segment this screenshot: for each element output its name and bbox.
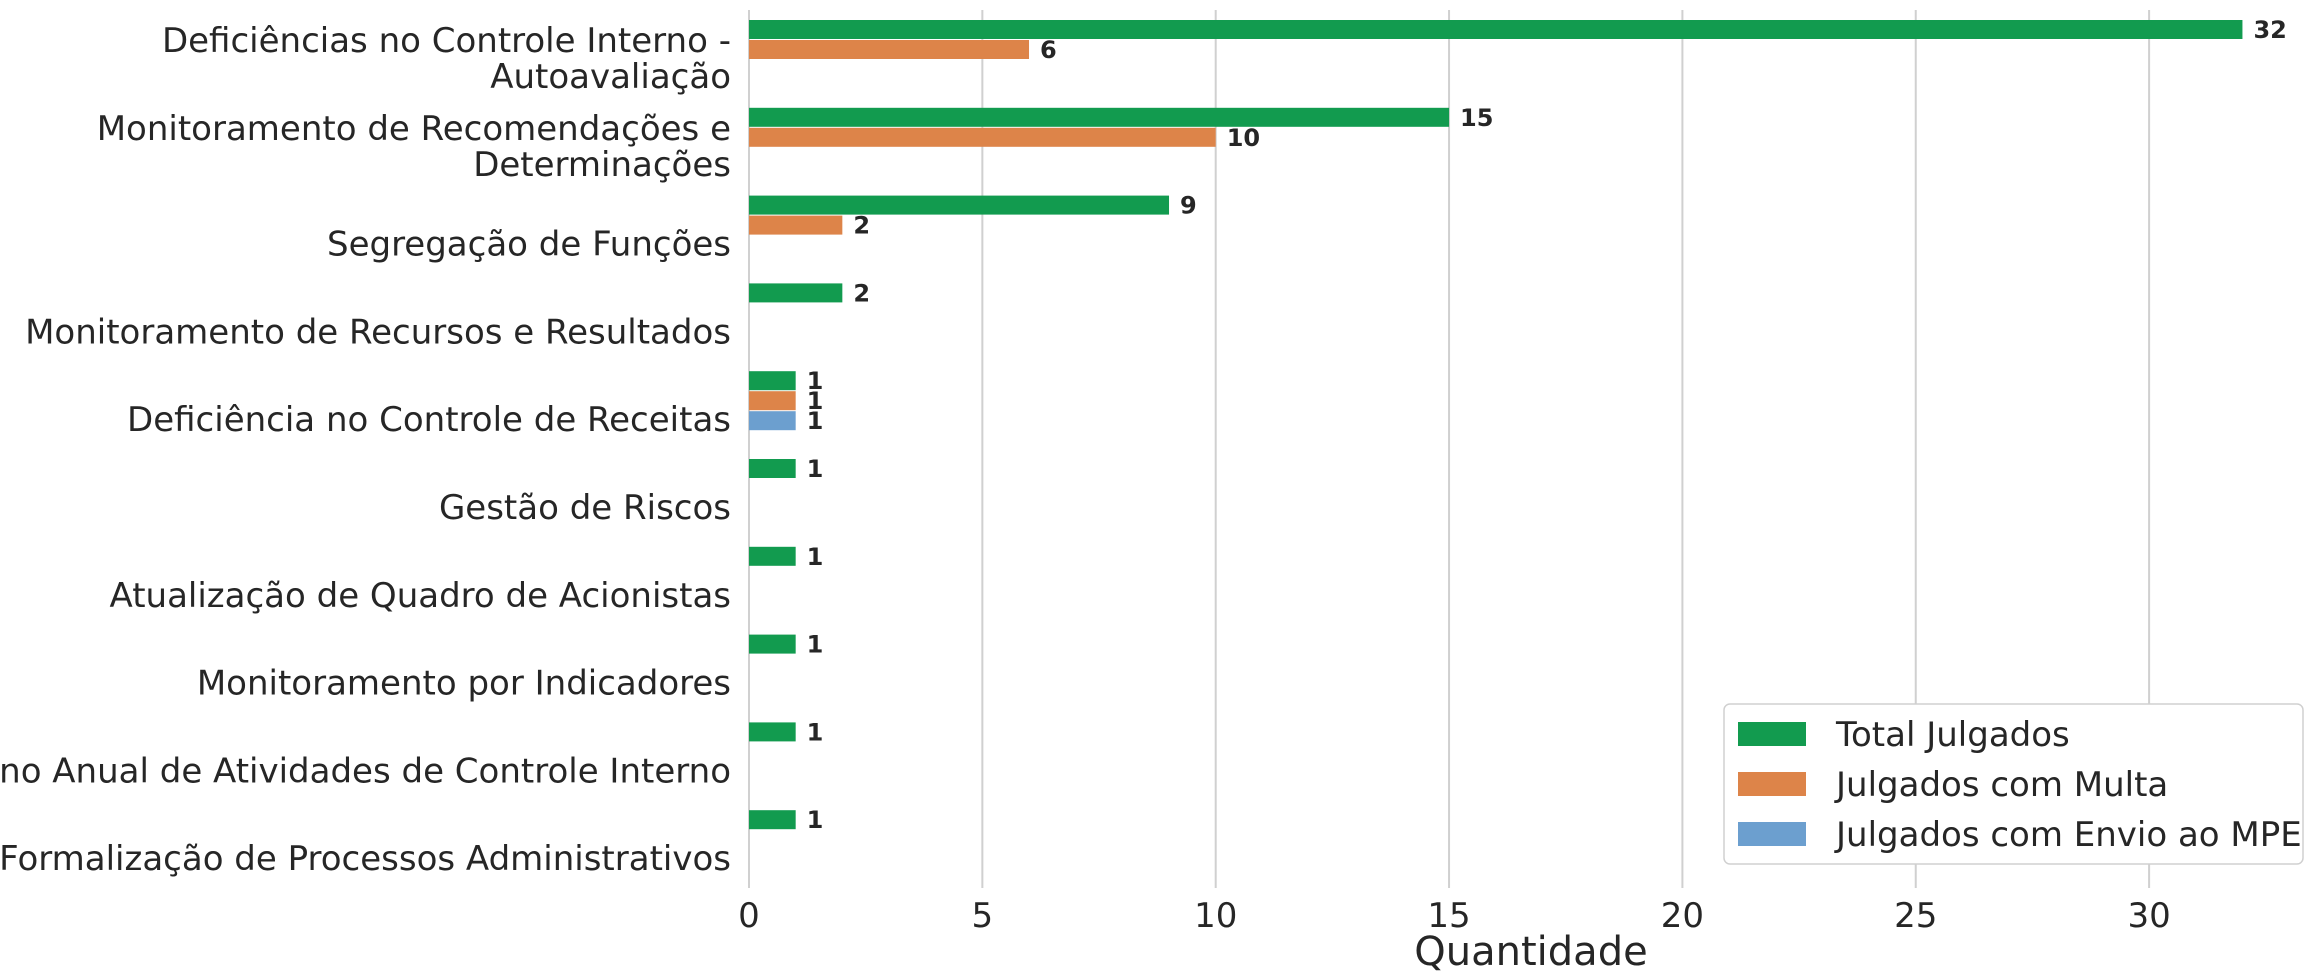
x-tick-labels: 0 5 10 15 20 25 30 [738, 896, 2171, 936]
bar-1-6 [749, 459, 796, 478]
x-tick-label-5: 5 [972, 896, 994, 936]
x-tick-label-10: 10 [1194, 896, 1237, 936]
bar-1-4 [749, 283, 843, 303]
category-label-3: Segregação de Funções [327, 225, 731, 265]
legend-label-2: Julgados com Multa [1834, 765, 2168, 805]
legend-swatch-3 [1738, 822, 1806, 846]
category-label-8: Monitoramento por Indicadores [197, 664, 731, 704]
bar-1-5 [749, 371, 796, 391]
x-axis-title: Quantidade [1414, 929, 1647, 974]
category-label-7: Atualização de Quadro de Acionistas [110, 576, 731, 616]
category-label-9: Plano Anual de Atividades de Controle In… [0, 751, 731, 791]
bar-2-1 [749, 40, 1030, 59]
value-label-2-5: 1 [807, 387, 824, 415]
legend-label-1: Total Julgados [1835, 715, 2070, 755]
category-label-4: Monitoramento de Recursos e Resultados [25, 312, 731, 352]
legend-frame [1723, 703, 2304, 865]
bar-1-1 [749, 20, 2243, 39]
value-label-1-10: 1 [807, 806, 824, 834]
value-label-1-5: 1 [807, 367, 824, 395]
bar-1-2 [749, 107, 1450, 127]
bars [749, 20, 2243, 830]
bar-2-3 [749, 215, 843, 235]
bar-1-7 [749, 546, 796, 566]
legend: Total Julgados Julgados com Multa Julgados… [1723, 703, 2304, 865]
value-label-2-3: 2 [853, 212, 870, 240]
value-label-1-3: 9 [1180, 192, 1197, 220]
legend-swatch-2 [1738, 772, 1806, 796]
bar-1-9 [749, 722, 796, 742]
x-tick-label-15: 15 [1427, 896, 1470, 936]
x-tick-label-30: 30 [2127, 896, 2170, 936]
value-label-1-6: 1 [807, 455, 824, 483]
category-label-10: Formalização de Processos Administrativo… [0, 839, 731, 879]
category-labels: Deficiências no Controle Interno -Autoav… [0, 21, 731, 879]
value-label-1-7: 1 [807, 543, 824, 571]
bar-2-2 [749, 127, 1216, 147]
value-label-1-1: 32 [2253, 16, 2286, 44]
bar-1-3 [749, 195, 1170, 215]
x-tick-label-25: 25 [1894, 896, 1937, 936]
x-tick-label-0: 0 [738, 896, 760, 936]
bar-3-5 [749, 411, 796, 431]
legend-swatch-1 [1738, 722, 1806, 746]
value-label-1-8: 1 [807, 631, 824, 659]
category-label-1: Deficiências no Controle Interno -Autoav… [162, 21, 731, 97]
bar-2-5 [749, 391, 796, 411]
bar-1-10 [749, 810, 796, 830]
x-tick-label-20: 20 [1661, 896, 1704, 936]
bar-1-8 [749, 634, 796, 654]
category-label-5: Deficiência no Controle de Receitas [127, 400, 731, 440]
value-label-2-2: 10 [1227, 124, 1260, 152]
gridlines [748, 10, 2151, 888]
legend-label-3: Julgados com Envio ao MPE [1834, 815, 2302, 855]
value-label-2-1: 6 [1040, 36, 1057, 64]
category-label-6: Gestão de Riscos [439, 488, 731, 528]
value-label-1-4: 2 [853, 279, 870, 307]
value-label-1-2: 15 [1460, 104, 1493, 132]
value-label-1-9: 1 [807, 718, 824, 746]
value-label-3-5: 1 [807, 407, 824, 435]
category-label-2: Monitoramento de Recomendações e Determin… [97, 109, 731, 185]
